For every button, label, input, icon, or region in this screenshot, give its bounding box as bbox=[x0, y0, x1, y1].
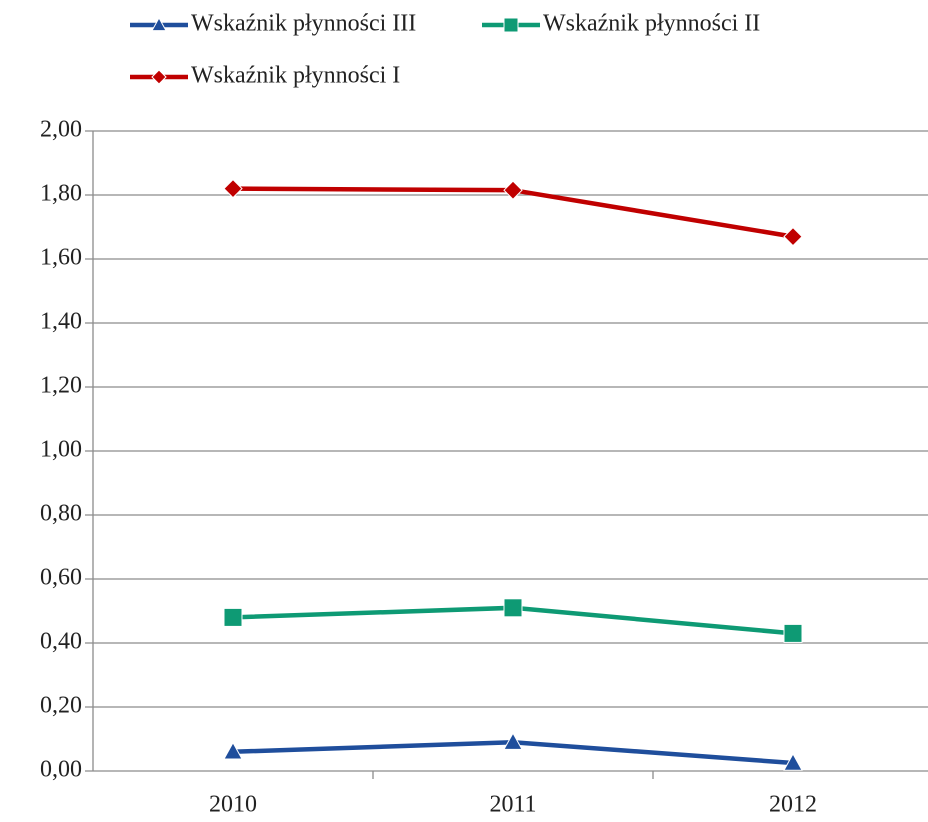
marker bbox=[503, 180, 523, 200]
y-tick-label: 1,40 bbox=[40, 309, 82, 335]
marker bbox=[783, 752, 803, 771]
y-tick-label: 1,80 bbox=[40, 181, 82, 207]
y-tick-label: 0,20 bbox=[40, 693, 82, 719]
y-tick-label: 0,80 bbox=[40, 501, 82, 527]
x-tick-label: 2012 bbox=[769, 792, 817, 818]
legend-marker bbox=[151, 69, 167, 85]
marker bbox=[223, 607, 243, 627]
marker bbox=[503, 732, 523, 750]
legend-label: Wskaźnik płynności II bbox=[543, 11, 760, 37]
marker bbox=[503, 598, 523, 618]
y-tick-label: 0,00 bbox=[40, 757, 82, 783]
legend-label: Wskaźnik płynności I bbox=[191, 63, 400, 89]
x-tick-label: 2010 bbox=[209, 792, 257, 818]
marker bbox=[223, 178, 243, 199]
y-tick-label: 1,60 bbox=[40, 245, 82, 271]
y-tick-label: 1,20 bbox=[40, 373, 82, 399]
x-tick-label: 2011 bbox=[489, 792, 536, 818]
legend-marker bbox=[151, 16, 167, 32]
y-tick-label: 1,00 bbox=[40, 437, 82, 463]
y-tick-label: 0,40 bbox=[40, 629, 82, 655]
marker bbox=[783, 623, 803, 643]
legend-label: Wskaźnik płynności III bbox=[191, 11, 416, 37]
legend-marker bbox=[503, 17, 519, 33]
marker bbox=[223, 741, 243, 760]
y-tick-label: 0,60 bbox=[40, 565, 82, 591]
marker bbox=[783, 226, 803, 247]
y-tick-label: 2,00 bbox=[40, 117, 82, 143]
